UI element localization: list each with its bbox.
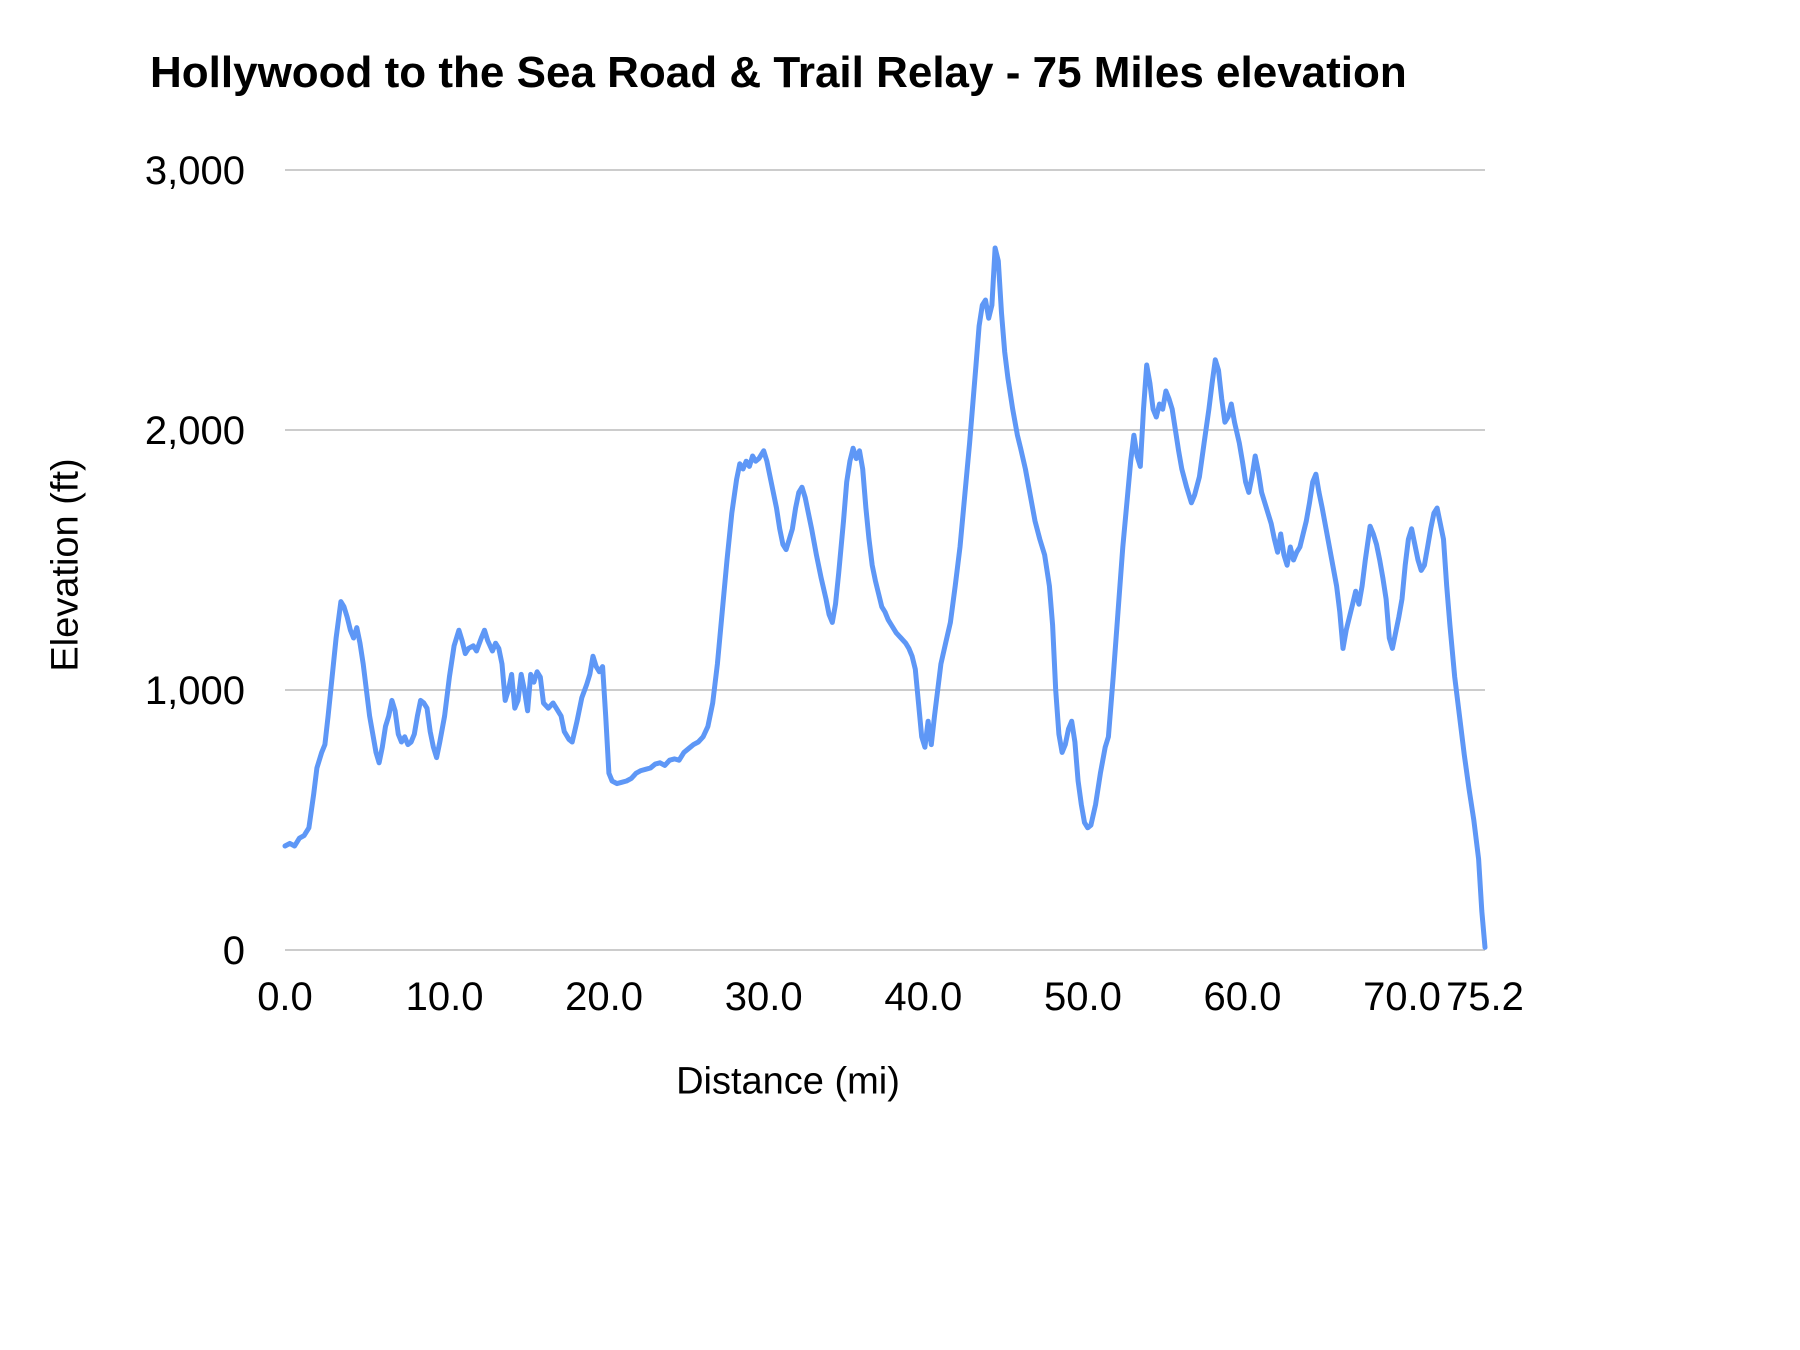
x-axis-title: Distance (mi) <box>676 1060 900 1103</box>
x-tick-label: 20.0 <box>565 975 643 1019</box>
x-tick-label: 30.0 <box>725 975 803 1019</box>
x-tick-label: 70.0 <box>1363 975 1441 1019</box>
x-tick-label: 60.0 <box>1203 975 1281 1019</box>
x-tick-label: 0.0 <box>257 975 313 1019</box>
y-tick-label: 2,000 <box>145 409 245 453</box>
y-tick-label: 3,000 <box>145 149 245 193</box>
y-tick-label: 0 <box>223 929 245 973</box>
y-tick-label: 1,000 <box>145 669 245 713</box>
chart-title: Hollywood to the Sea Road & Trail Relay … <box>150 48 1407 97</box>
x-tick-label: 75.2 <box>1446 975 1524 1019</box>
x-tick-label: 40.0 <box>884 975 962 1019</box>
x-tick-label: 10.0 <box>406 975 484 1019</box>
x-tick-label: 50.0 <box>1044 975 1122 1019</box>
elevation-line <box>282 245 1488 950</box>
